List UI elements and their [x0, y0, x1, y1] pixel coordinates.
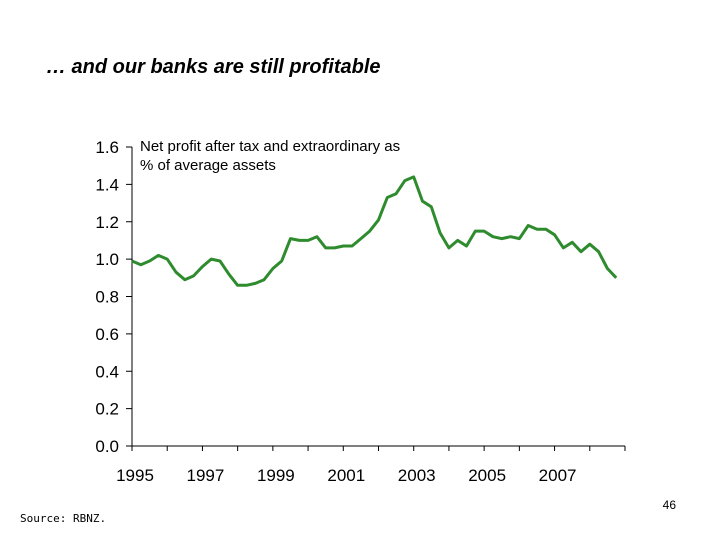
x-tick-label: 1997	[187, 466, 225, 485]
y-tick-label: 1.0	[95, 250, 119, 269]
series-line	[131, 175, 618, 287]
chart-series	[131, 175, 618, 287]
y-tick-label: 0.8	[95, 288, 119, 307]
x-tick-label: 2005	[468, 466, 506, 485]
x-tick-label: 2007	[539, 466, 577, 485]
x-tick-label: 2001	[327, 466, 365, 485]
y-tick-label: 0.6	[95, 325, 119, 344]
y-tick-label: 1.6	[95, 138, 119, 157]
y-tick-label: 0.0	[95, 437, 119, 456]
x-tick-label: 2003	[398, 466, 436, 485]
y-tick-label: 1.2	[95, 213, 119, 232]
annotation-line: % of average assets	[140, 157, 276, 174]
source-note: Source: RBNZ.	[20, 512, 107, 525]
y-tick-label: 1.4	[95, 175, 119, 194]
y-tick-label: 0.2	[95, 400, 119, 419]
slide-title: … and our banks are still profitable	[46, 56, 381, 78]
x-tick-label: 1999	[257, 466, 295, 485]
chart-annotation: Net profit after tax and extraordinary a…	[140, 138, 400, 174]
page-number: 46	[662, 498, 676, 512]
y-tick-label: 0.4	[95, 362, 119, 381]
x-tick-label: 1995	[116, 466, 154, 485]
annotation-line: Net profit after tax and extraordinary a…	[140, 138, 400, 155]
chart-axes	[131, 147, 625, 447]
chart-ticks: 0.0 0.2 0.4 0.6 0.8 1.0 1.2 1.4 1.6 1995 1997 1999 2…	[95, 138, 626, 485]
